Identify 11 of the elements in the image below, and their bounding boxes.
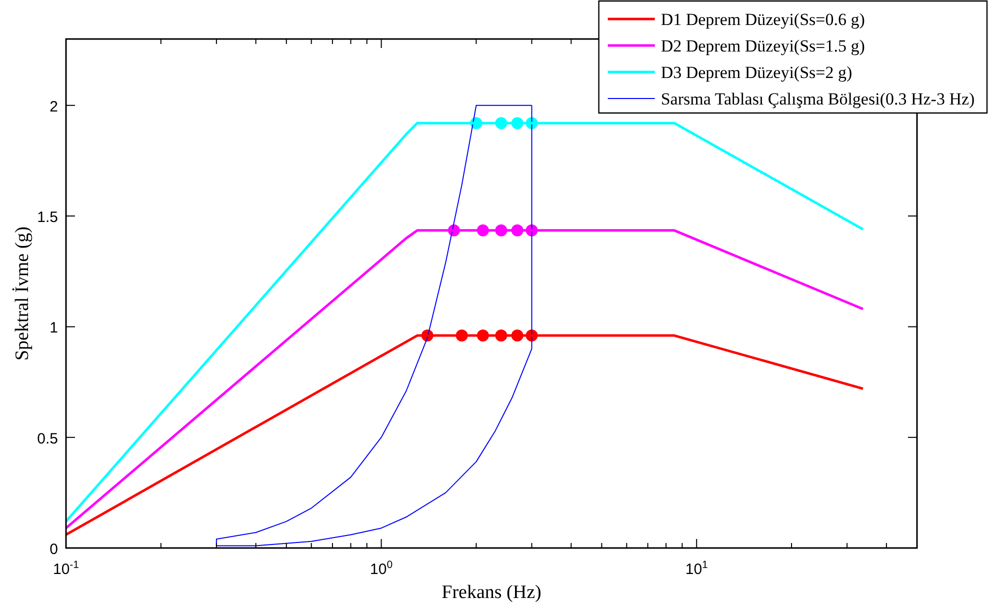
y-tick-label: 0.5: [37, 430, 58, 448]
y-axis-title: Spektral İvme (g): [12, 226, 33, 361]
y-tick-label: 2: [50, 98, 58, 116]
legend-label: D1 Deprem Düzeyi(Ss=0.6 g): [660, 10, 865, 29]
legend-label: D2 Deprem Düzeyi(Ss=1.5 g): [660, 36, 865, 56]
x-axis-title: Frekans (Hz): [442, 582, 542, 603]
y-tick-label: 0: [50, 541, 58, 558]
legend-label: Sarsma Tablası Çalışma Bölgesi(0.3 Hz-3 Hz): [660, 90, 975, 108]
y-tick-label: 1.5: [37, 209, 58, 226]
y-tick-label: 1: [50, 320, 58, 337]
legend-label: D3 Deprem Düzeyi(Ss=2 g): [660, 63, 852, 82]
